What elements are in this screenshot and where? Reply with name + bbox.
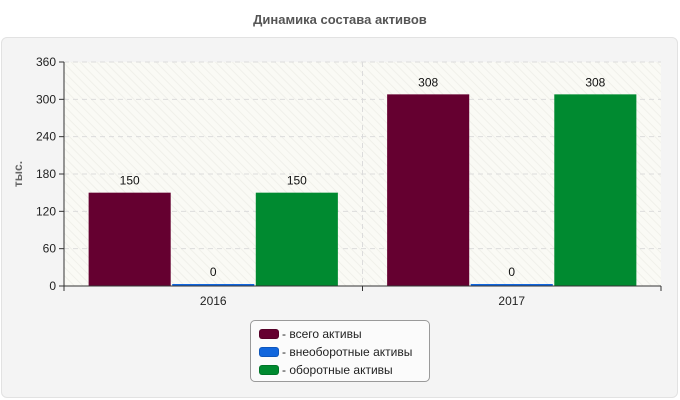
bar xyxy=(172,284,255,286)
y-axis-label: тыс. xyxy=(11,161,25,187)
y-tick-label: 240 xyxy=(36,130,56,144)
legend-swatch xyxy=(259,329,279,339)
y-tick-label: 60 xyxy=(43,242,57,256)
legend-label: - оборотные активы xyxy=(282,363,393,377)
data-labels: 150 308 0 0 150 308 xyxy=(120,75,606,279)
y-tick-label: 120 xyxy=(36,204,56,218)
data-label: 308 xyxy=(585,75,605,89)
legend-swatch xyxy=(259,347,279,357)
axes xyxy=(59,61,662,291)
bar xyxy=(387,94,470,286)
x-tick-labels: 2016 2017 xyxy=(200,294,526,308)
data-label: 150 xyxy=(120,174,140,188)
x-tick-label: 2017 xyxy=(498,294,525,308)
legend-label: - всего активы xyxy=(282,327,362,341)
legend-item: - оборотные активы xyxy=(259,361,429,379)
data-label: 0 xyxy=(210,265,217,279)
data-label: 308 xyxy=(418,75,438,89)
y-tick-labels: 0 60 120 180 240 300 360 xyxy=(36,55,56,293)
y-tick-label: 360 xyxy=(36,55,56,69)
bars xyxy=(88,94,637,286)
bar xyxy=(554,94,637,286)
chart-title: Динамика состава активов xyxy=(253,12,427,27)
legend-item: - внеоборотные активы xyxy=(259,343,429,361)
bar xyxy=(88,192,171,286)
y-tick-label: 180 xyxy=(36,167,56,181)
legend: - всего активы - внеоборотные активы - обо… xyxy=(250,320,430,382)
bar xyxy=(470,284,553,286)
data-label: 0 xyxy=(508,265,515,279)
legend-swatch xyxy=(259,365,279,375)
y-tick-label: 0 xyxy=(49,279,56,293)
legend-label: - внеоборотные активы xyxy=(282,345,413,359)
x-tick-label: 2016 xyxy=(200,294,227,308)
y-tick-label: 300 xyxy=(36,92,56,106)
data-label: 150 xyxy=(287,174,307,188)
legend-item: - всего активы xyxy=(259,325,429,343)
bar xyxy=(255,192,338,286)
